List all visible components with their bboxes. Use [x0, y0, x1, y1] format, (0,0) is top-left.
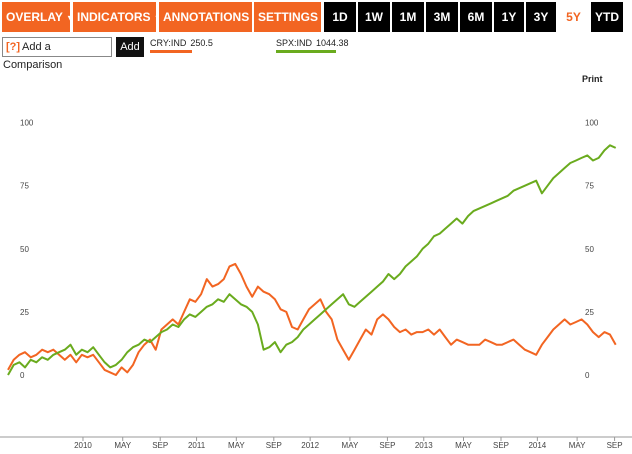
x-tick-label: SEP [266, 441, 282, 450]
x-tick-label: SEP [607, 441, 623, 450]
print-link[interactable]: Print [582, 74, 603, 84]
legend-value: 250.5 [190, 38, 213, 48]
add-comparison-input[interactable]: [?] Add a Comparison [2, 37, 112, 71]
y-tick-label-left: 0 [20, 371, 25, 380]
range-3y[interactable]: 3Y [526, 2, 556, 32]
x-tick-label: 2012 [301, 441, 319, 450]
x-tick-label: 2013 [415, 441, 433, 450]
legend-symbol: CRY:IND [150, 38, 187, 48]
range-1d[interactable]: 1D [324, 2, 356, 32]
range-6m[interactable]: 6M [460, 2, 492, 32]
range-ytd[interactable]: YTD [591, 2, 623, 32]
y-tick-label-right: 25 [585, 308, 594, 317]
y-tick-label-left: 75 [20, 182, 29, 191]
indicators-menu-label: INDICATORS [77, 10, 151, 24]
x-tick-label: MAY [455, 441, 472, 450]
overlay-menu-label: OVERLAY [6, 10, 63, 24]
x-tick-label: MAY [228, 441, 245, 450]
x-tick-label: SEP [152, 441, 168, 450]
range-5y[interactable]: 5Y [558, 2, 589, 32]
legend-symbol: SPX:IND [276, 38, 313, 48]
series-line-spx [7, 144, 617, 376]
dropdown-arrow-icon: ▼ [65, 13, 75, 23]
settings-menu-label: SETTINGS [258, 10, 319, 24]
indicators-menu[interactable]: INDICATORS▼ [73, 2, 162, 32]
legend-item-spx: SPX:IND 1044.38 [276, 38, 386, 53]
dropdown-arrow-icon: ▼ [154, 13, 163, 23]
y-tick-label-right: 50 [585, 245, 594, 254]
range-1y[interactable]: 1Y [494, 2, 524, 32]
y-tick-label-left: 100 [20, 119, 34, 128]
y-tick-label-right: 75 [585, 182, 594, 191]
x-tick-label: 2010 [74, 441, 92, 450]
x-tick-label: SEP [379, 441, 395, 450]
range-1w[interactable]: 1W [358, 2, 390, 32]
x-tick-label: 2014 [528, 441, 546, 450]
add-comparison-placeholder: Add a Comparison [3, 41, 63, 71]
x-tick-label: MAY [114, 441, 131, 450]
legend-swatch [276, 50, 336, 53]
annotations-menu-label: ANNOTATIONS [163, 10, 250, 24]
x-tick-label: 2011 [188, 441, 206, 450]
range-3m[interactable]: 3M [426, 2, 458, 32]
x-tick-label: MAY [342, 441, 359, 450]
overlay-menu[interactable]: OVERLAY ▼ [2, 2, 75, 32]
annotations-menu[interactable]: ANNOTATIONS▼ [159, 2, 261, 32]
y-tick-label-left: 50 [20, 245, 29, 254]
legend-value: 1044.38 [316, 38, 349, 48]
legend-swatch [150, 50, 192, 53]
x-tick-label: SEP [493, 441, 509, 450]
x-tick-label: MAY [569, 441, 586, 450]
help-icon[interactable]: [?] [6, 41, 21, 53]
range-1m[interactable]: 1M [392, 2, 424, 32]
series-line-cry [7, 262, 617, 376]
legend-item-cry: CRY:IND 250.5 [150, 38, 260, 53]
toolbar: OVERLAY▼ INDICATORS▼ ANNOTATIONS▼ SETTIN… [0, 0, 632, 34]
add-button[interactable]: Add [116, 37, 144, 57]
y-tick-label-right: 0 [585, 371, 590, 380]
y-tick-label-right: 100 [585, 119, 599, 128]
y-tick-label-left: 25 [20, 308, 29, 317]
